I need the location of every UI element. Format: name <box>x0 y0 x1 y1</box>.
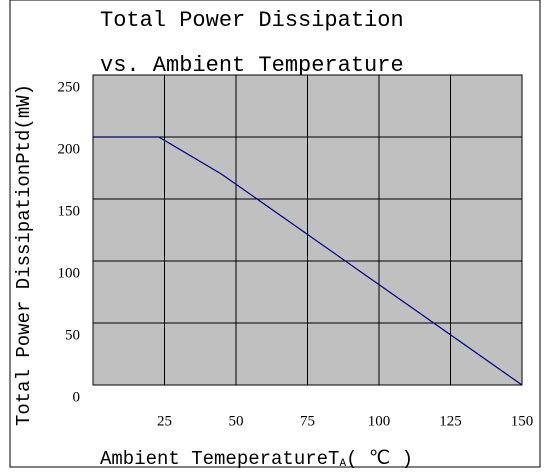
x-axis-label-sub: A <box>339 458 346 470</box>
x-tick-label: 75 <box>300 413 315 429</box>
x-axis-label-part: Ambient TemeperatureT <box>100 448 339 470</box>
x-tick-label: 50 <box>229 413 244 429</box>
frame <box>9 0 541 468</box>
x-tick-label: 100 <box>368 413 391 429</box>
y-tick-label: 50 <box>65 327 80 343</box>
x-tick-label: 150 <box>511 413 534 429</box>
x-tick-label: 25 <box>157 413 172 429</box>
y-tick-label: 200 <box>58 141 81 157</box>
data-line <box>93 136 523 386</box>
y-axis-label: Total Power DissipationPtd(mW) <box>13 84 35 426</box>
y-tick-label: 100 <box>58 265 81 281</box>
y-tick-label: 250 <box>58 79 81 95</box>
chart-title: vs. Ambient Temperature <box>100 53 404 78</box>
plot-border <box>92 74 523 386</box>
x-tick-label: 125 <box>439 413 462 429</box>
y-tick-label: 0 <box>73 389 81 405</box>
y-tick-label: 150 <box>58 203 81 219</box>
x-axis-label-part: ( ℃ ) <box>346 448 413 470</box>
x-axis-label: Ambient TemeperatureTA( ℃ ) <box>100 448 413 470</box>
chart-title: Total Power Dissipation <box>100 8 404 33</box>
